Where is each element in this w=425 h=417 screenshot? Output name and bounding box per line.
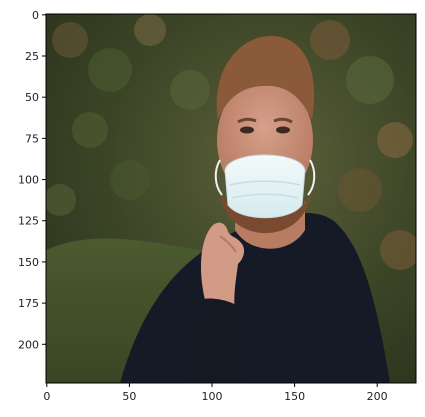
x-tick-label: 0 (43, 390, 50, 403)
y-tick-label: 75 (25, 132, 39, 145)
beard (220, 190, 312, 234)
face-mask (224, 154, 306, 219)
x-tick-label: 100 (202, 390, 223, 403)
y-tick-label: 125 (18, 215, 39, 228)
y-tick-label: 175 (18, 297, 39, 310)
hedge-texture (46, 14, 416, 270)
y-tick-label: 100 (18, 174, 39, 187)
sweater (120, 213, 390, 383)
hair (216, 35, 315, 120)
y-tick-label: 25 (25, 50, 39, 63)
y-tick-label: 200 (18, 338, 39, 351)
x-tick-label: 150 (284, 390, 305, 403)
x-axis: 0 50 100 150 200 (43, 383, 388, 403)
y-tick-label: 150 (18, 256, 39, 269)
y-tick-label: 0 (32, 9, 39, 22)
y-tick-label: 50 (25, 91, 39, 104)
photo (46, 14, 416, 383)
x-tick-label: 50 (122, 390, 136, 403)
axes-frame (45, 13, 417, 384)
y-axis: 0 25 50 75 100 125 150 175 200 (18, 9, 46, 351)
x-tick-label: 200 (367, 390, 388, 403)
